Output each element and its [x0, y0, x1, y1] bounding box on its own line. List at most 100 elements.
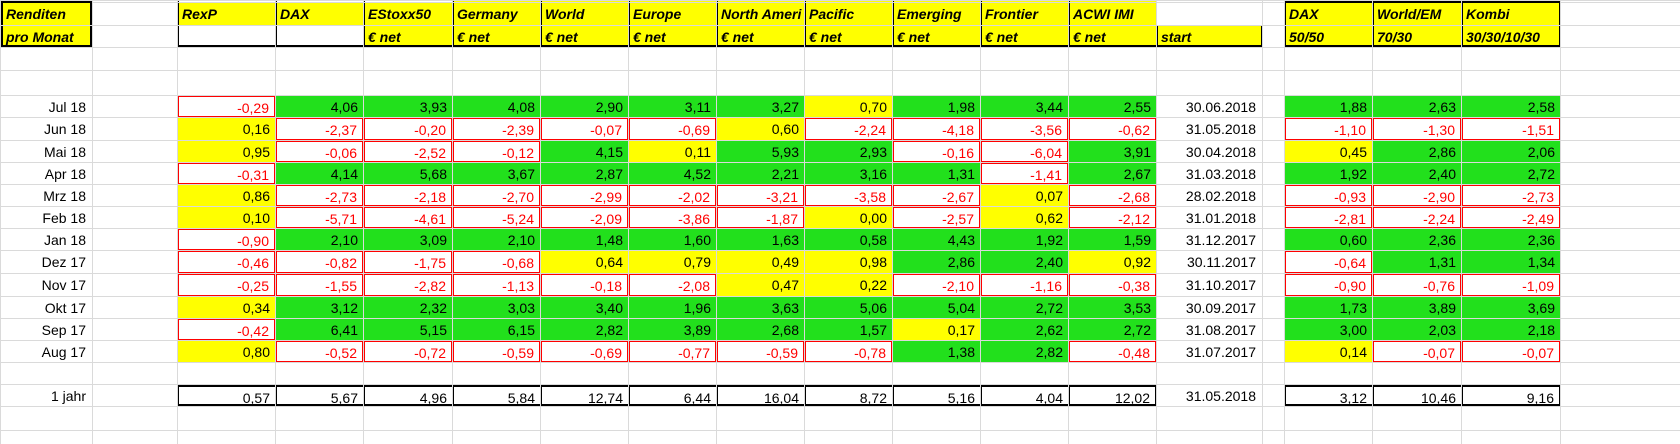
portfolio-header[interactable]: DAX	[1285, 3, 1372, 25]
return-cell[interactable]: -0,52	[276, 341, 363, 362]
return-cell[interactable]: 0,07	[981, 185, 1068, 206]
portfolio-return-cell[interactable]: 2,36	[1462, 229, 1560, 250]
column-header[interactable]: Emerging	[893, 3, 980, 25]
return-cell[interactable]: 2,68	[717, 319, 804, 340]
header-title-cell[interactable]: Renditen	[1, 3, 92, 25]
portfolio-return-cell[interactable]: -0,07	[1373, 341, 1461, 362]
return-cell[interactable]: -2,57	[893, 207, 980, 228]
return-cell[interactable]: -2,18	[364, 185, 452, 206]
header-title-cell[interactable]: pro Monat	[1, 26, 92, 47]
return-cell[interactable]: -0,78	[805, 341, 892, 362]
portfolio-return-cell[interactable]: 0,14	[1285, 341, 1372, 362]
return-cell[interactable]: 0,11	[629, 141, 716, 162]
return-cell[interactable]: 6,15	[453, 319, 540, 340]
portfolio-return-cell[interactable]: 2,40	[1373, 163, 1461, 184]
return-cell[interactable]: -0,20	[364, 118, 452, 140]
return-cell[interactable]: 0,49	[717, 251, 804, 273]
column-header[interactable]	[178, 26, 275, 47]
return-cell[interactable]: 0,16	[178, 118, 275, 140]
total-portfolio-cell[interactable]: 9,16	[1462, 385, 1560, 406]
start-date-cell[interactable]: 30.09.2017	[1185, 300, 1256, 316]
column-header[interactable]: € net	[805, 26, 892, 47]
return-cell[interactable]: -2,67	[893, 185, 980, 206]
column-header[interactable]: MSCI	[1069, 1, 1156, 2]
column-header[interactable]: EStoxx50	[364, 3, 452, 25]
portfolio-return-cell[interactable]: 1,34	[1462, 251, 1560, 273]
return-cell[interactable]: -2,39	[453, 118, 540, 140]
return-cell[interactable]: -2,12	[1069, 207, 1156, 228]
portfolio-header[interactable]: MSCI	[1373, 1, 1461, 3]
return-cell[interactable]: -0,69	[541, 341, 628, 362]
portfolio-return-cell[interactable]: -0,90	[1285, 274, 1372, 296]
return-cell[interactable]: 1,38	[893, 341, 980, 362]
portfolio-return-cell[interactable]: 2,72	[1462, 163, 1560, 184]
total-cell[interactable]: 12,74	[541, 385, 628, 406]
start-date-cell[interactable]: 30.04.2018	[1185, 144, 1256, 160]
row-month-label[interactable]: Aug 17	[41, 344, 86, 360]
portfolio-return-cell[interactable]: -0,07	[1462, 341, 1560, 362]
return-cell[interactable]: 0,22	[805, 274, 892, 296]
return-cell[interactable]: 0,62	[981, 207, 1068, 228]
row-month-label[interactable]: Okt 17	[44, 300, 86, 316]
return-cell[interactable]: -2,09	[541, 207, 628, 228]
column-header[interactable]: € net	[717, 26, 804, 47]
return-cell[interactable]: -1,13	[453, 274, 540, 296]
return-cell[interactable]: 1,92	[981, 229, 1068, 250]
return-cell[interactable]: 1,57	[805, 319, 892, 340]
return-cell[interactable]: 3,12	[276, 297, 363, 318]
row-month-label[interactable]: Mai 18	[43, 144, 86, 160]
return-cell[interactable]: 0,98	[805, 251, 892, 273]
return-cell[interactable]: 2,40	[981, 251, 1068, 273]
start-date-cell[interactable]: 30.11.2017	[1186, 254, 1256, 270]
return-cell[interactable]: 2,32	[364, 297, 452, 318]
return-cell[interactable]: -0,90	[178, 229, 275, 250]
return-cell[interactable]: 0,60	[717, 118, 804, 140]
return-cell[interactable]: 4,15	[541, 141, 628, 162]
return-cell[interactable]: 0,79	[629, 251, 716, 273]
return-cell[interactable]: -5,24	[453, 207, 540, 228]
total-cell[interactable]: 0,57	[178, 385, 275, 406]
return-cell[interactable]: 2,93	[805, 141, 892, 162]
return-cell[interactable]: 3,89	[629, 319, 716, 340]
total-cell[interactable]: 12,02	[1069, 385, 1156, 406]
row-month-label[interactable]: Nov 17	[41, 277, 86, 293]
portfolio-header[interactable]: World/EM	[1373, 3, 1461, 25]
return-cell[interactable]: -0,77	[629, 341, 716, 362]
portfolio-return-cell[interactable]: 2,86	[1373, 141, 1461, 162]
return-cell[interactable]: 1,96	[629, 297, 716, 318]
return-cell[interactable]: 3,27	[717, 96, 804, 117]
column-header[interactable]: MSCI	[717, 1, 804, 2]
total-portfolio-cell[interactable]: 10,46	[1373, 385, 1461, 406]
column-header[interactable]: € net	[629, 26, 716, 47]
return-cell[interactable]: 0,64	[541, 251, 628, 273]
return-cell[interactable]: 0,92	[1069, 251, 1156, 273]
return-cell[interactable]: -0,38	[1069, 274, 1156, 296]
return-cell[interactable]: 4,52	[629, 163, 716, 184]
return-cell[interactable]: 0,47	[717, 274, 804, 296]
return-cell[interactable]: -2,82	[364, 274, 452, 296]
return-cell[interactable]: -3,58	[805, 185, 892, 206]
column-header[interactable]: Frontier	[981, 3, 1068, 25]
portfolio-return-cell[interactable]: 0,45	[1285, 141, 1372, 162]
row-month-label[interactable]: Jul 18	[48, 99, 86, 115]
column-header[interactable]	[276, 26, 363, 47]
portfolio-header[interactable]: MSCI	[1462, 1, 1560, 3]
total-cell[interactable]: 5,16	[893, 385, 980, 406]
return-cell[interactable]: 0,10	[178, 207, 275, 228]
column-header[interactable]: ACWI IMI	[1069, 3, 1156, 25]
return-cell[interactable]: 3,03	[453, 297, 540, 318]
return-cell[interactable]: -5,71	[276, 207, 363, 228]
portfolio-return-cell[interactable]: 1,31	[1373, 251, 1461, 273]
return-cell[interactable]: 1,31	[893, 163, 980, 184]
return-cell[interactable]: -2,08	[629, 274, 716, 296]
portfolio-header[interactable]: 30/30/10/30	[1462, 26, 1560, 47]
start-date-cell[interactable]: 31.08.2017	[1185, 322, 1256, 338]
portfolio-header[interactable]: 50/50	[1285, 26, 1372, 47]
return-cell[interactable]: 0,80	[178, 341, 275, 362]
return-cell[interactable]: -0,29	[178, 96, 275, 117]
return-cell[interactable]: 1,63	[717, 229, 804, 250]
column-header[interactable]: DAX	[276, 3, 363, 25]
return-cell[interactable]: 2,10	[276, 229, 363, 250]
portfolio-return-cell[interactable]: -2,73	[1462, 185, 1560, 206]
return-cell[interactable]: -2,02	[629, 185, 716, 206]
